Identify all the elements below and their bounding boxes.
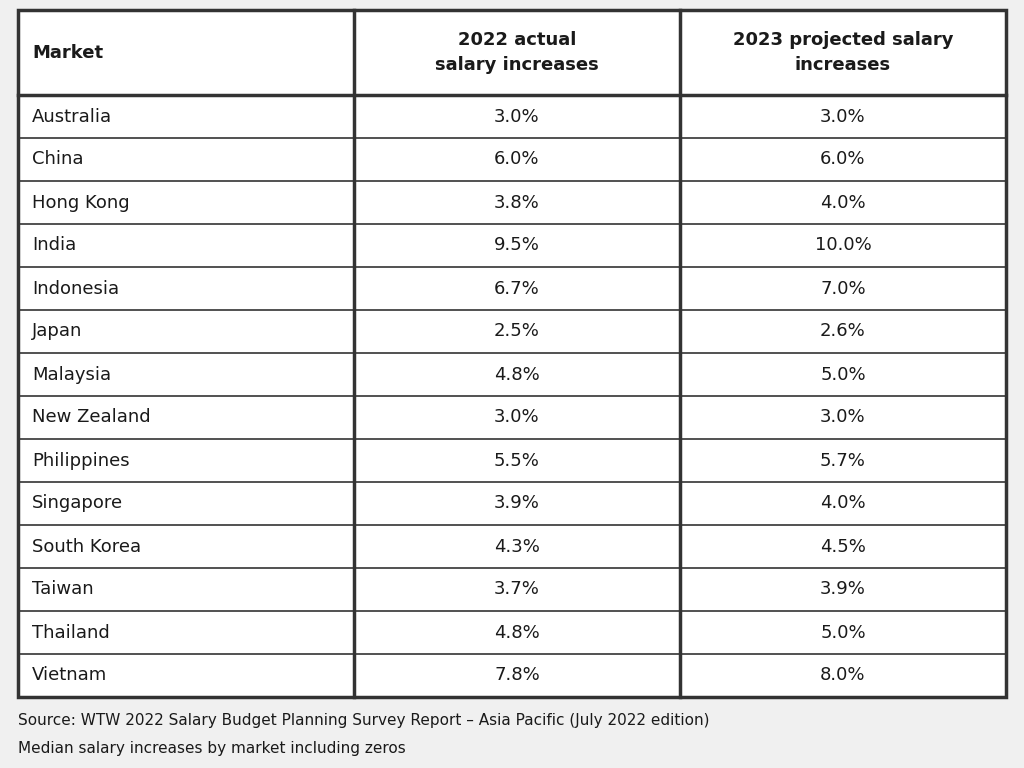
Bar	[18, 10, 1006, 697]
Text: 6.0%: 6.0%	[820, 151, 865, 168]
Text: Philippines: Philippines	[32, 452, 130, 469]
Text: 3.0%: 3.0%	[820, 409, 866, 426]
Text: 5.0%: 5.0%	[820, 366, 866, 383]
Text: 8.0%: 8.0%	[820, 667, 865, 684]
Text: Median salary increases by market including zeros: Median salary increases by market includ…	[18, 741, 406, 756]
Text: India: India	[32, 237, 76, 254]
Text: 2.6%: 2.6%	[820, 323, 866, 340]
Text: 4.3%: 4.3%	[494, 538, 540, 555]
Text: 6.7%: 6.7%	[494, 280, 540, 297]
Text: Indonesia: Indonesia	[32, 280, 119, 297]
Text: 3.9%: 3.9%	[494, 495, 540, 512]
Text: 5.7%: 5.7%	[820, 452, 866, 469]
Text: 4.8%: 4.8%	[494, 624, 540, 641]
Text: 7.8%: 7.8%	[494, 667, 540, 684]
Text: 4.5%: 4.5%	[820, 538, 866, 555]
Text: 3.9%: 3.9%	[820, 581, 866, 598]
Text: Market: Market	[32, 44, 103, 61]
Text: 4.0%: 4.0%	[820, 194, 866, 211]
Text: 3.0%: 3.0%	[495, 409, 540, 426]
Bar	[18, 10, 1006, 697]
Text: 3.7%: 3.7%	[494, 581, 540, 598]
Text: 4.8%: 4.8%	[494, 366, 540, 383]
Text: 5.5%: 5.5%	[494, 452, 540, 469]
Text: 4.0%: 4.0%	[820, 495, 866, 512]
Text: 3.0%: 3.0%	[820, 108, 866, 125]
Text: Source: WTW 2022 Salary Budget Planning Survey Report – Asia Pacific (July 2022 : Source: WTW 2022 Salary Budget Planning …	[18, 713, 710, 727]
Text: 3.0%: 3.0%	[495, 108, 540, 125]
Text: New Zealand: New Zealand	[32, 409, 151, 426]
Text: Taiwan: Taiwan	[32, 581, 93, 598]
Text: Thailand: Thailand	[32, 624, 110, 641]
Text: South Korea: South Korea	[32, 538, 141, 555]
Text: Japan: Japan	[32, 323, 82, 340]
Text: Vietnam: Vietnam	[32, 667, 108, 684]
Text: 10.0%: 10.0%	[815, 237, 871, 254]
Text: Singapore: Singapore	[32, 495, 123, 512]
Text: Malaysia: Malaysia	[32, 366, 112, 383]
Text: 5.0%: 5.0%	[820, 624, 866, 641]
Text: Hong Kong: Hong Kong	[32, 194, 130, 211]
Text: 9.5%: 9.5%	[494, 237, 540, 254]
Text: Australia: Australia	[32, 108, 112, 125]
Text: 2023 projected salary
increases: 2023 projected salary increases	[733, 31, 953, 74]
Text: 7.0%: 7.0%	[820, 280, 866, 297]
Text: 6.0%: 6.0%	[495, 151, 540, 168]
Text: 3.8%: 3.8%	[494, 194, 540, 211]
Text: 2022 actual
salary increases: 2022 actual salary increases	[435, 31, 599, 74]
Text: 2.5%: 2.5%	[494, 323, 540, 340]
Text: China: China	[32, 151, 84, 168]
